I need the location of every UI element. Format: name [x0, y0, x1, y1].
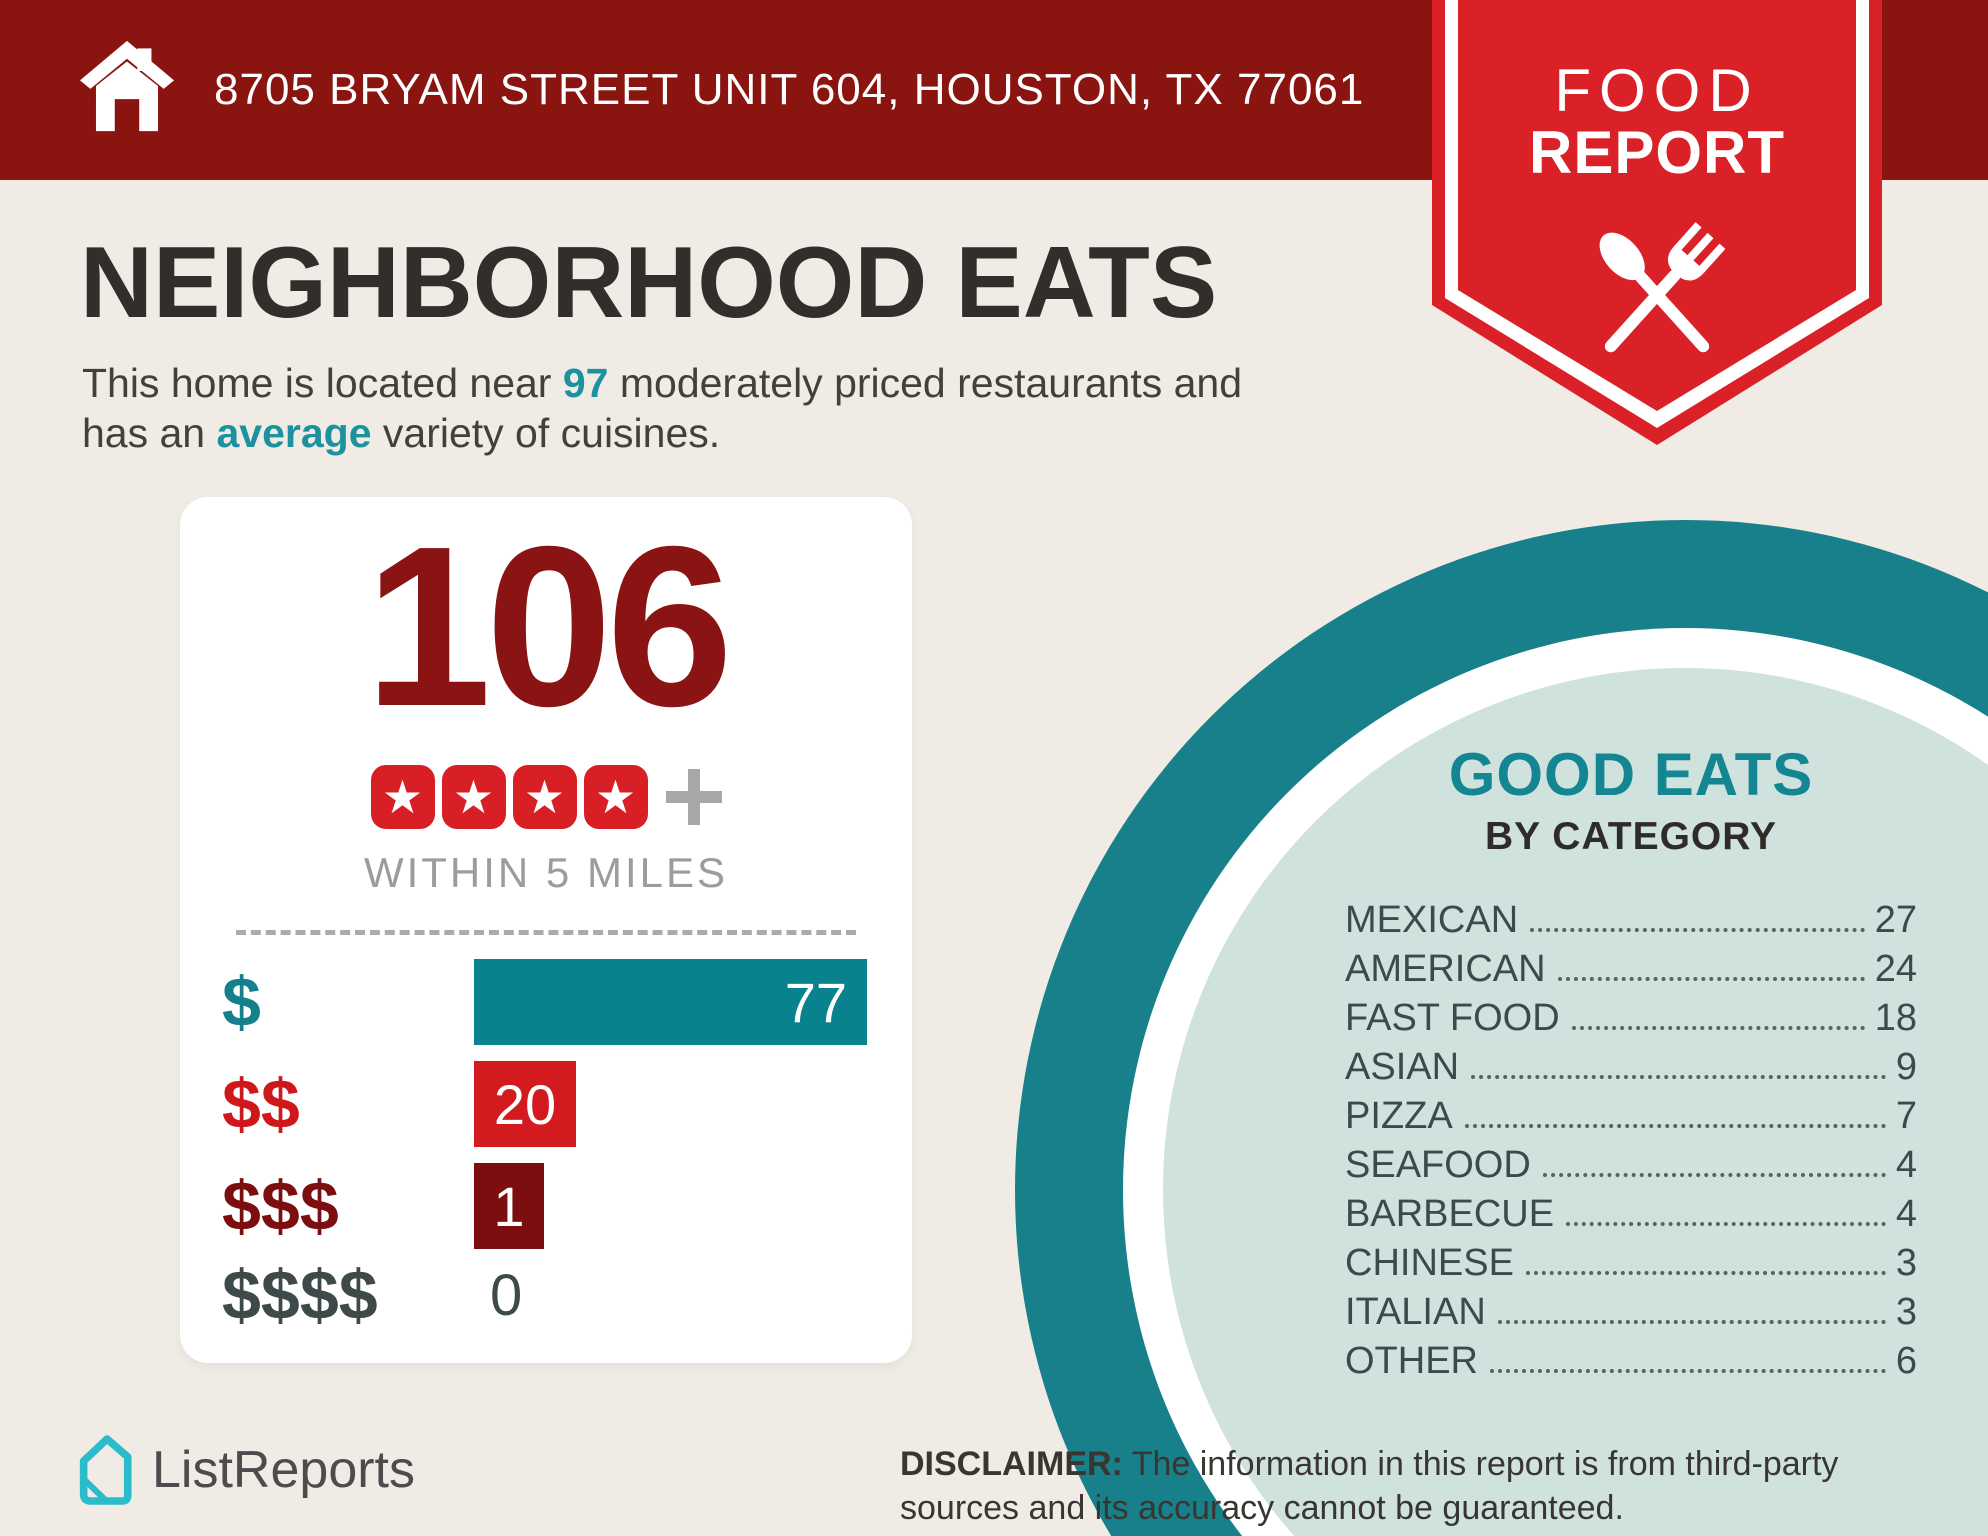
disclaimer-label: DISCLAIMER:: [900, 1445, 1123, 1483]
dotted-leader: [1490, 1369, 1886, 1373]
category-row: SEAFOOD 4: [1345, 1144, 1917, 1193]
listreports-wordmark: ListReports: [152, 1441, 415, 1499]
ribbon-shape: [1432, 0, 1882, 445]
home-icon: [80, 40, 174, 132]
category-row: AMERICAN 24: [1345, 948, 1917, 997]
category-label: AMERICAN: [1345, 948, 1546, 990]
disclaimer: DISCLAIMER: The information in this repo…: [900, 1442, 1944, 1530]
radius-label: WITHIN 5 MILES: [363, 849, 729, 896]
price-bar-row: $$ 20: [180, 1061, 912, 1147]
price-bar: 77: [474, 959, 867, 1045]
price-bar: 20: [474, 1061, 576, 1147]
price-bar-row: $$$ 1: [180, 1163, 912, 1249]
category-value: 7: [1895, 1095, 1917, 1137]
category-label: BARBECUE: [1345, 1193, 1555, 1235]
star-tiles: ★ ★ ★ ★: [370, 765, 648, 829]
dotted-leader: [1497, 1320, 1886, 1324]
star-rating: ★ ★ ★ ★: [180, 765, 912, 829]
category-row: ITALIAN 3: [1345, 1291, 1917, 1340]
plus-icon: [665, 769, 722, 825]
page-subtitle: This home is located near 97 moderately …: [82, 358, 1422, 458]
dotted-leader: [1530, 928, 1865, 932]
category-value: 18: [1874, 997, 1917, 1039]
category-value: 4: [1895, 1144, 1917, 1186]
ribbon-title-report: REPORT: [1528, 119, 1786, 186]
price-bar-row: $$$$ 0: [180, 1256, 912, 1334]
category-label: MEXICAN: [1345, 899, 1519, 941]
food-report-ribbon: FOOD REPORT: [1432, 0, 1882, 450]
category-row: MEXICAN 27: [1345, 899, 1917, 948]
disclaimer-text: The information in this report is from t…: [900, 1445, 1839, 1528]
price-bar-value: 1: [493, 1174, 525, 1238]
category-row: OTHER 6: [1345, 1340, 1917, 1389]
category-value: 3: [1895, 1242, 1917, 1284]
category-value: 4: [1895, 1193, 1917, 1235]
category-value: 6: [1895, 1340, 1917, 1382]
price-bar-value: 20: [493, 1072, 557, 1136]
category-label: ITALIAN: [1345, 1291, 1486, 1333]
category-row: FAST FOOD 18: [1345, 997, 1917, 1046]
price-bar: 1: [474, 1163, 544, 1249]
star-icon: ★: [512, 765, 577, 829]
dotted-leader: [1464, 1124, 1886, 1128]
category-label: PIZZA: [1345, 1095, 1453, 1137]
category-value: 9: [1895, 1046, 1917, 1088]
price-bar-value: 77: [784, 970, 847, 1034]
good-eats-subtitle: BY CATEGORY: [1485, 815, 1777, 858]
dotted-leader: [1525, 1271, 1886, 1275]
dotted-leader: [1471, 1075, 1886, 1079]
category-row: ASIAN 9: [1345, 1046, 1917, 1095]
spoon-fork-icon: [1599, 222, 1726, 353]
category-label: ASIAN: [1345, 1046, 1460, 1088]
category-row: PIZZA 7: [1345, 1095, 1917, 1144]
good-eats-title: GOOD EATS: [1448, 741, 1814, 808]
subtitle-text-3: has an: [82, 410, 217, 457]
category-row: BARBECUE 4: [1345, 1193, 1917, 1242]
category-value: 3: [1895, 1291, 1917, 1333]
category-value: 24: [1874, 948, 1917, 990]
price-bar-chart: $77 $$ 20 $$$ 1 $$$$ 0: [180, 959, 912, 1341]
price-level-label: $$: [222, 1065, 300, 1143]
listreports-logo: ListReports: [74, 1432, 415, 1508]
ribbon-title-food: FOOD: [1554, 57, 1760, 124]
star-icon: ★: [441, 765, 506, 829]
subtitle-text-4: variety of cuisines.: [371, 410, 721, 457]
category-row: CHINESE 3: [1345, 1242, 1917, 1291]
category-list: MEXICAN 27 AMERICAN 24 FAST FOOD 18 ASIAN 9 PIZZ…: [1345, 899, 1917, 1389]
category-label: FAST FOOD: [1345, 997, 1560, 1039]
price-level-label: $$$$: [222, 1256, 378, 1334]
dashed-divider: [236, 930, 856, 935]
dotted-leader: [1542, 1173, 1886, 1177]
subtitle-text-2: moderately priced restaurants and: [608, 360, 1243, 406]
price-level-label: $: [222, 963, 261, 1041]
category-label: OTHER: [1345, 1340, 1478, 1382]
dotted-leader: [1566, 1222, 1886, 1226]
good-eats-panel: GOOD EATS BY CATEGORY MEXICAN 27 AMERICAN 2…: [1345, 740, 1917, 1389]
dotted-leader: [1557, 977, 1865, 981]
subtitle-text-1: This home is located near: [82, 360, 563, 406]
price-bar-row: $77: [180, 959, 912, 1045]
price-bar-value: 0: [490, 1262, 523, 1328]
restaurant-summary-card: 106 ★ ★ ★ ★ WITHIN 5 MILES $77 $$ 20 $$$ 1 $$$$ 0: [180, 497, 912, 1363]
star-icon: ★: [583, 765, 648, 829]
star-icon: ★: [370, 765, 435, 829]
category-value: 27: [1874, 899, 1917, 941]
price-level-label: $$$: [222, 1167, 339, 1245]
variety-highlight: average: [216, 410, 372, 457]
dotted-leader: [1571, 1026, 1865, 1030]
listreports-house-icon: [79, 1435, 132, 1505]
category-label: SEAFOOD: [1345, 1144, 1531, 1186]
category-label: CHINESE: [1345, 1242, 1514, 1284]
page-title: NEIGHBORHOOD EATS: [80, 227, 1218, 339]
total-restaurant-count: 106: [364, 500, 733, 754]
property-address: 8705 BRYAM STREET UNIT 604, HOUSTON, TX …: [214, 65, 1365, 114]
restaurant-count: 97: [562, 360, 609, 406]
